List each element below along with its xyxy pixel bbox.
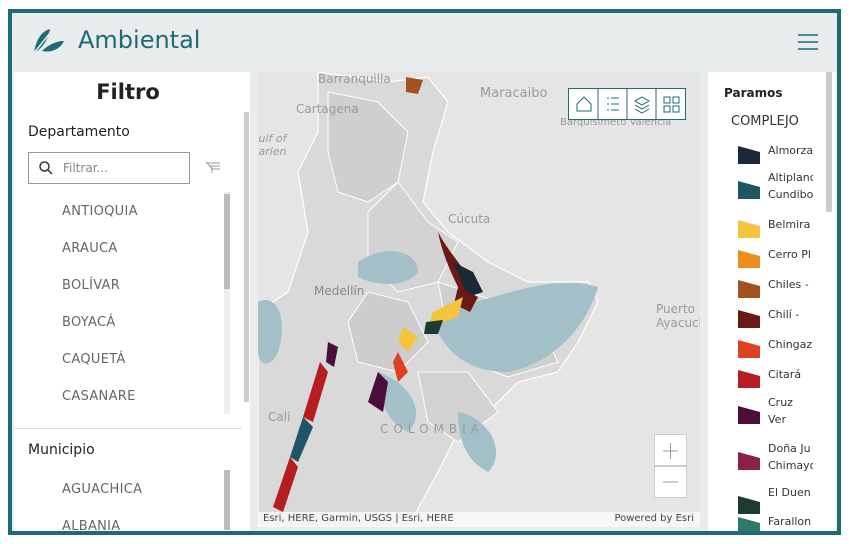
legend-label: Almorza: [768, 144, 813, 157]
filter-panel: Filtro Departamento Filtrar... ANTIOQUIA…: [14, 72, 250, 531]
legend-label: Citará: [768, 368, 802, 381]
attribution-bar: Esri, HERE, Garmin, USGS | Esri, HERE Po…: [258, 512, 700, 527]
legend-swatch: [738, 250, 760, 268]
filter-options[interactable]: [204, 160, 222, 174]
filter-title: Filtro: [96, 80, 160, 104]
map-canvas: [258, 72, 700, 527]
map-toolbar: [568, 88, 686, 120]
map-label: Barquisimeto Valencia: [560, 117, 672, 128]
legend-swatch: [738, 220, 760, 238]
legend-label: El Duen: [768, 486, 811, 499]
header: Ambiental: [12, 13, 837, 67]
legend-swatch: [738, 517, 760, 531]
municipality-item[interactable]: ALBANIA: [62, 519, 121, 531]
map-label: Cali: [268, 410, 291, 424]
department-item[interactable]: CAQUETÁ: [62, 352, 126, 367]
legend-label: Altiplano Cundibo: [768, 171, 813, 201]
legend-swatch: [738, 146, 760, 164]
search-placeholder: Filtrar...: [63, 161, 108, 175]
map-label: COLOMBIA: [380, 422, 484, 436]
legend-swatch: [738, 496, 760, 514]
map-label: Cartagena: [296, 102, 359, 116]
legend-swatch: [738, 340, 760, 358]
map[interactable]: Barranquilla Maracaibo Cartagena Gulf of…: [258, 72, 700, 527]
legend-label: Doña Ju Chimayo: [768, 442, 813, 472]
search-input[interactable]: Filtrar...: [28, 152, 190, 184]
toolbar-icons[interactable]: [569, 89, 685, 119]
legend-label: Chingaz: [768, 338, 813, 351]
app-title: Ambiental: [78, 26, 201, 54]
department-item[interactable]: ARAUCA: [62, 241, 118, 256]
legend-swatch: [738, 280, 760, 298]
legend-swatch: [738, 452, 760, 470]
legend-label: Belmira: [768, 218, 811, 231]
legend-label: Chiles -: [768, 278, 809, 291]
department-item[interactable]: BOYACÁ: [62, 315, 116, 330]
department-item[interactable]: CASANARE: [62, 389, 136, 404]
attribution: Esri, HERE, Garmin, USGS | Esri, HERE: [263, 513, 454, 524]
map-label: Medellín: [314, 284, 365, 298]
legend-swatch: [738, 181, 760, 199]
legend-swatch: [738, 406, 760, 424]
legend-swatch: [738, 310, 760, 328]
map-label: Puerto Ayacucho: [656, 302, 700, 330]
legend-label: Farallon: [768, 515, 812, 528]
department-item[interactable]: BOLÍVAR: [62, 278, 121, 293]
department-item[interactable]: ANTIOQUIA: [62, 204, 138, 219]
menu-button[interactable]: [798, 33, 818, 51]
legend-label: Cerro Pl: [768, 248, 811, 261]
legend-layer: Paramos: [724, 86, 783, 100]
powered-by: Powered by Esri: [614, 513, 694, 524]
app-frame: Ambiental Filtro Departamento Filtrar...…: [8, 9, 841, 535]
map-label: Cúcuta: [448, 212, 491, 226]
municipality-item[interactable]: AGUACHICA: [62, 482, 143, 497]
map-label: Gulf of Darien: [258, 132, 287, 158]
legend-label: Chilí - Ba: [768, 308, 800, 321]
legend-panel: Paramos COMPLEJO Almorza Altiplano Cundib…: [708, 72, 836, 531]
legend-label: Cruz Ver Sumapa: [768, 396, 793, 426]
department-label: Departamento: [28, 124, 130, 140]
map-label: Maracaibo: [480, 86, 548, 101]
municipality-label: Municipio: [28, 442, 95, 458]
legend-swatch: [738, 370, 760, 388]
legend-group: COMPLEJO: [731, 114, 799, 129]
logo: [33, 29, 64, 54]
map-label: Barranquilla: [318, 72, 391, 86]
zoom-controls[interactable]: [654, 434, 687, 498]
